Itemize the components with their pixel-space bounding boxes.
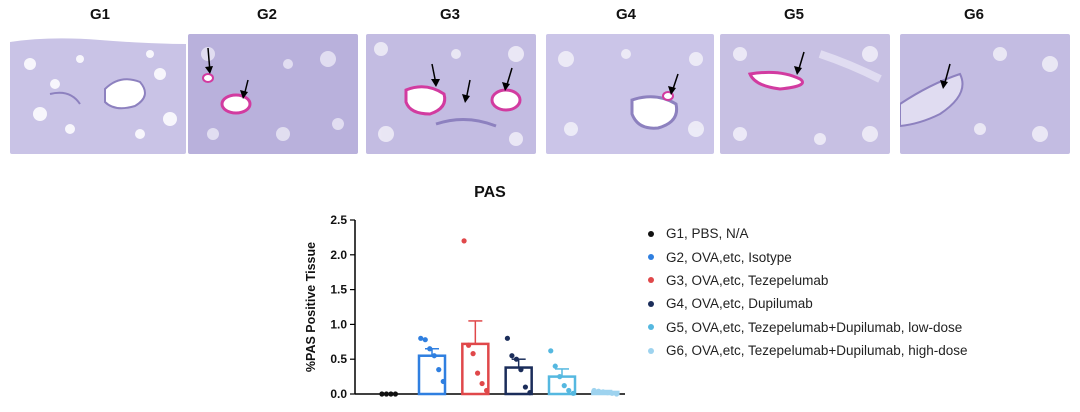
point-g6-3 (604, 390, 611, 396)
point-g5-4 (566, 387, 572, 394)
y-tick-label-1: 0.5 (330, 352, 347, 366)
point-g3-1 (465, 342, 472, 348)
legend-label-g5: G5, OVA,etc, Tezepelumab+Dupilumab, low-… (666, 319, 963, 335)
y-tick-label-0: 0.0 (330, 387, 347, 401)
legend-item-g5: G5, OVA,etc, Tezepelumab+Dupilumab, low-… (648, 316, 968, 339)
histology-image-g5 (720, 34, 890, 154)
point-g6-0 (591, 387, 597, 394)
legend-dot-g3 (648, 277, 654, 284)
point-g6-5 (613, 391, 620, 397)
point-g3-2 (470, 351, 476, 357)
legend-item-g1: G1, PBS, N/A (648, 222, 968, 245)
histology-image-g6 (900, 34, 1070, 154)
point-g2-4 (436, 367, 442, 373)
y-axis-title: %PAS Positive Tissue (304, 242, 318, 372)
bar-g3 (461, 342, 490, 396)
point-g5-0 (548, 348, 554, 354)
histology-image-g3 (366, 34, 536, 154)
histology-image-g2 (188, 34, 358, 154)
panel-title-g4: G4 (615, 6, 636, 23)
point-g4-5 (527, 390, 533, 396)
point-g5-5 (570, 390, 576, 396)
point-g2-5 (440, 378, 446, 385)
point-g5-3 (561, 383, 567, 389)
point-g5-2 (557, 374, 563, 380)
point-g6-1 (595, 388, 602, 394)
point-g2-1 (422, 337, 428, 343)
legend-item-g3: G3, OVA,etc, Tezepelumab (648, 269, 968, 292)
legend-label-g2: G2, OVA,etc, Isotype (666, 249, 792, 265)
panel-title-g3: G3 (439, 6, 460, 23)
point-g3-5 (483, 387, 490, 394)
y-tick-label-5: 2.5 (330, 213, 347, 227)
point-g6-2 (600, 389, 606, 395)
panel-title-g6: G6 (963, 6, 984, 23)
point-g1-3 (392, 391, 399, 397)
point-g1-2 (388, 391, 394, 397)
panel-title-g1: G1 (89, 6, 110, 23)
point-g4-2 (513, 356, 520, 362)
point-g4-0 (504, 335, 511, 341)
legend-label-g1: G1, PBS, N/A (666, 226, 749, 242)
y-tick-label-3: 1.5 (330, 283, 347, 297)
point-g3-4 (479, 380, 485, 387)
panel-title-g5: G5 (783, 6, 804, 23)
legend-dot-g5 (648, 324, 654, 331)
chart-title: PAS (474, 184, 506, 201)
legend-label-g3: G3, OVA,etc, Tezepelumab (666, 272, 829, 288)
point-g3-0 (461, 238, 467, 244)
legend-item-g2: G2, OVA,etc, Isotype (648, 245, 968, 268)
point-g2-0 (418, 335, 424, 341)
legend-label-g4: G4, OVA,etc, Dupilumab (666, 296, 813, 312)
chart-svg: 0.0 0.5 1.0 1.5 2.0 2.5 %PAS Positive Tissue (304, 213, 625, 401)
histology-image-g1 (10, 34, 186, 154)
point-g1-0 (379, 391, 385, 397)
legend-item-g6: G6, OVA,etc, Tezepelumab+Dupilumab, high… (648, 339, 968, 362)
panel-title-g2: G2 (256, 6, 277, 23)
point-g2-2 (427, 346, 433, 352)
legend-dot-g4 (648, 300, 654, 307)
point-g4-3 (518, 367, 524, 373)
y-tick-label-2: 1.0 (330, 317, 347, 331)
point-g4-1 (509, 353, 515, 359)
legend-item-g4: G4, OVA,etc, Dupilumab (648, 292, 968, 315)
histology-image-g4 (546, 34, 714, 154)
point-g5-1 (552, 363, 558, 369)
point-g3-3 (474, 370, 481, 376)
legend-dot-g6 (648, 347, 654, 354)
point-g6-4 (609, 390, 615, 396)
chart-legend: G1, PBS, N/A G2, OVA,etc, Isotype G3, OV… (648, 222, 968, 362)
bar-g2 (417, 354, 447, 396)
y-tick-label-4: 2.0 (330, 248, 347, 262)
point-g4-4 (522, 384, 529, 390)
legend-label-g6: G6, OVA,etc, Tezepelumab+Dupilumab, high… (666, 343, 968, 359)
legend-dot-g1 (648, 230, 654, 237)
point-g1-1 (383, 391, 390, 397)
bar-g4 (504, 366, 533, 396)
legend-dot-g2 (648, 254, 654, 261)
point-g2-3 (431, 353, 437, 359)
pas-bar-chart: 0.0 0.5 1.0 1.5 2.0 2.5 %PAS Positive Tissue (295, 208, 635, 412)
